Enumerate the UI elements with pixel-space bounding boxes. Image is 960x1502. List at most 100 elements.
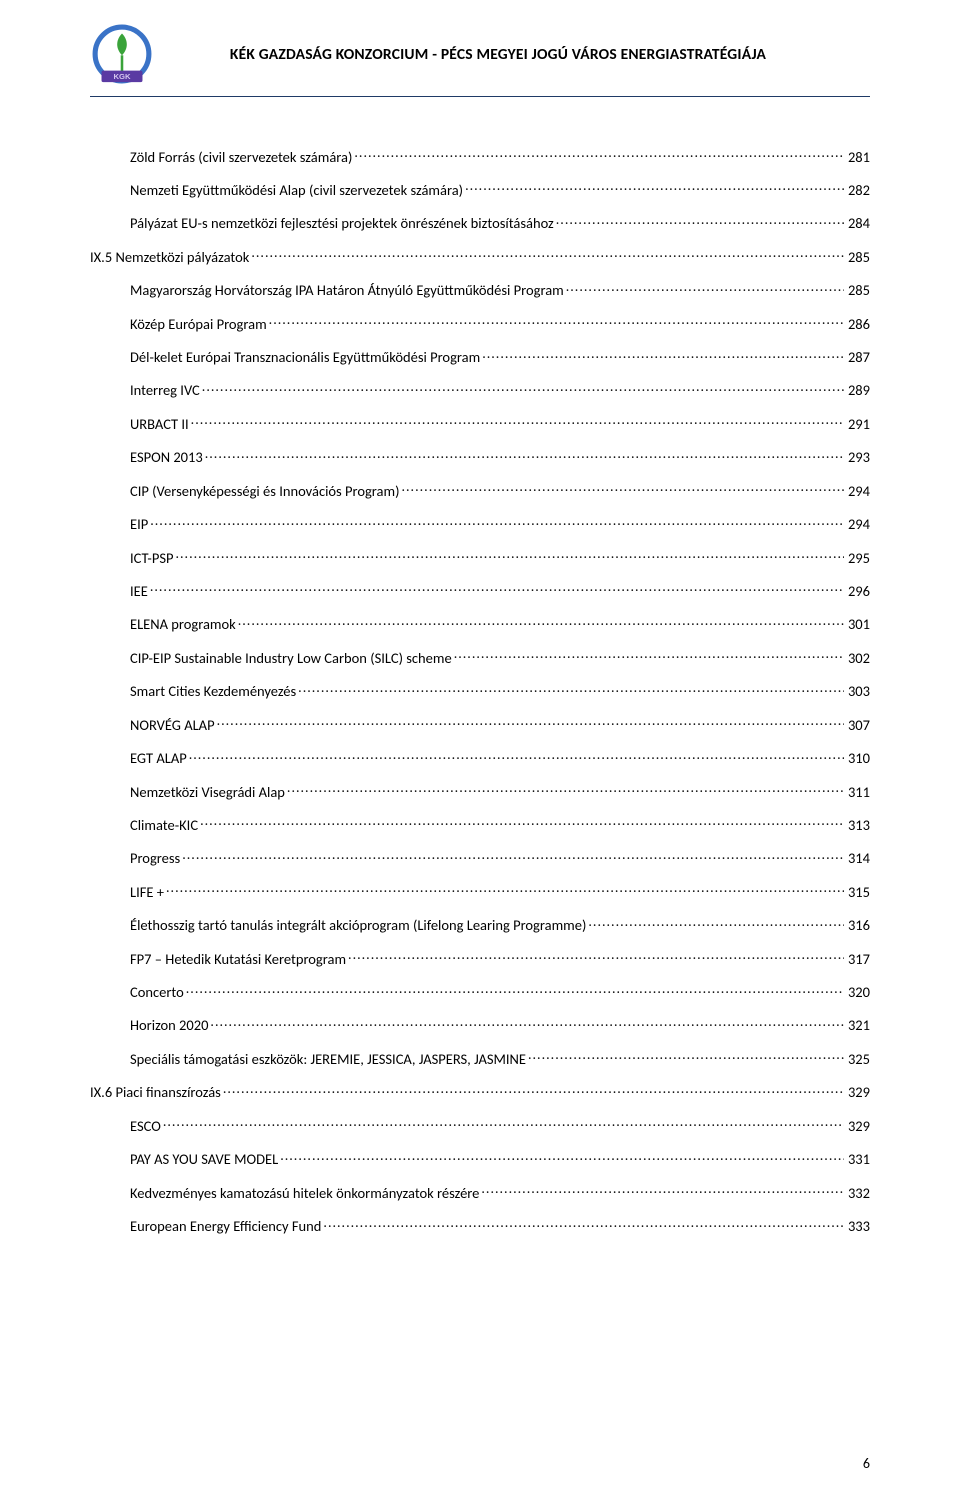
toc-entry: Zöld Forrás (civil szervezetek számára) …: [90, 147, 870, 166]
table-of-contents: Zöld Forrás (civil szervezetek számára) …: [90, 147, 870, 1235]
toc-entry-label: ESPON 2013: [130, 448, 203, 466]
toc-entry: Nemzetközi Visegrádi Alap 311: [90, 782, 870, 801]
toc-entry-page: 302: [846, 649, 870, 667]
toc-entry-label: URBACT II: [130, 415, 189, 433]
toc-entry-label: LIFE +: [130, 883, 164, 901]
toc-entry-page: 329: [846, 1083, 870, 1101]
toc-entry-page: 295: [846, 549, 870, 567]
toc-entry-page: 314: [846, 849, 870, 867]
toc-entry-label: Nemzeti Együttműködési Alap (civil szerv…: [130, 181, 463, 199]
document-page: KGK KÉK GAZDASÁG KONZORCIUM - PÉCS MEGYE…: [0, 0, 960, 1502]
toc-entry-page: 287: [846, 348, 870, 366]
toc-entry-page: 282: [846, 181, 870, 199]
toc-entry: ESCO 329: [90, 1116, 870, 1135]
toc-entry: Interreg IVC 289: [90, 381, 870, 400]
toc-leader-dots: [323, 1217, 844, 1232]
toc-entry-page: 321: [846, 1016, 870, 1034]
toc-entry: EIP 294: [90, 515, 870, 534]
toc-entry-label: EIP: [130, 515, 148, 533]
toc-entry-page: 296: [846, 582, 870, 600]
toc-leader-dots: [217, 715, 844, 730]
toc-entry-label: Concerto: [130, 983, 184, 1001]
toc-entry-label: CIP-EIP Sustainable Industry Low Carbon …: [130, 649, 452, 667]
toc-entry-page: 286: [846, 315, 870, 333]
toc-entry-label: Nemzetközi Visegrádi Alap: [130, 783, 285, 801]
toc-entry-page: 332: [846, 1184, 870, 1202]
toc-entry-page: 301: [846, 615, 870, 633]
toc-entry-page: 316: [846, 916, 870, 934]
toc-entry: ELENA programok 301: [90, 615, 870, 634]
toc-entry: Közép Európai Program 286: [90, 314, 870, 333]
toc-leader-dots: [202, 381, 844, 396]
toc-entry-label: ESCO: [130, 1117, 161, 1135]
toc-leader-dots: [454, 648, 844, 663]
toc-leader-dots: [191, 414, 844, 429]
toc-entry: IX.6 Piaci finanszírozás 329: [90, 1083, 870, 1102]
toc-leader-dots: [298, 682, 844, 697]
toc-entry-label: Progress: [130, 849, 180, 867]
toc-leader-dots: [223, 1083, 844, 1098]
toc-entry-label: Interreg IVC: [130, 381, 200, 399]
toc-leader-dots: [205, 448, 844, 463]
toc-leader-dots: [238, 615, 844, 630]
toc-entry: IX.5 Nemzetközi pályázatok 285: [90, 247, 870, 266]
org-logo: KGK: [90, 22, 154, 86]
toc-entry-label: Kedvezményes kamatozású hitelek önkormán…: [130, 1184, 479, 1202]
toc-leader-dots: [528, 1049, 844, 1064]
toc-entry-label: FP7 – Hetedik Kutatási Keretprogram: [130, 950, 346, 968]
toc-entry-page: 310: [846, 749, 870, 767]
logo-svg: KGK: [90, 22, 154, 86]
toc-entry-page: 281: [846, 148, 870, 166]
toc-entry-label: Climate-KIC: [130, 816, 198, 834]
toc-entry-label: ELENA programok: [130, 615, 236, 633]
toc-entry-label: Pályázat EU-s nemzetközi fejlesztési pro…: [130, 214, 554, 232]
toc-leader-dots: [186, 983, 844, 998]
toc-leader-dots: [251, 247, 844, 262]
toc-leader-dots: [556, 214, 844, 229]
toc-entry: Speciális támogatási eszközök: JEREMIE, …: [90, 1049, 870, 1068]
toc-entry: Kedvezményes kamatozású hitelek önkormán…: [90, 1183, 870, 1202]
toc-leader-dots: [200, 815, 844, 830]
toc-entry-page: 315: [846, 883, 870, 901]
toc-leader-dots: [269, 314, 844, 329]
page-header: KGK KÉK GAZDASÁG KONZORCIUM - PÉCS MEGYE…: [90, 22, 870, 97]
toc-entry: CIP-EIP Sustainable Industry Low Carbon …: [90, 648, 870, 667]
toc-entry-page: 293: [846, 448, 870, 466]
toc-entry-page: 294: [846, 515, 870, 533]
toc-leader-dots: [465, 180, 844, 195]
toc-leader-dots: [588, 916, 844, 931]
toc-entry-label: EGT ALAP: [130, 749, 187, 767]
toc-entry: Climate-KIC 313: [90, 815, 870, 834]
toc-entry-page: 284: [846, 214, 870, 232]
toc-leader-dots: [182, 849, 844, 864]
toc-entry-page: 285: [846, 248, 870, 266]
toc-entry: Dél-kelet Európai Transznacionális Együt…: [90, 348, 870, 367]
toc-leader-dots: [150, 581, 844, 596]
toc-entry: ICT-PSP 295: [90, 548, 870, 567]
toc-entry-label: Smart Cities Kezdeményezés: [130, 682, 296, 700]
toc-entry: European Energy Efficiency Fund 333: [90, 1217, 870, 1236]
toc-leader-dots: [280, 1150, 844, 1165]
toc-entry: LIFE + 315: [90, 882, 870, 901]
toc-entry-label: NORVÉG ALAP: [130, 716, 215, 734]
page-number: 6: [863, 1455, 870, 1472]
toc-entry: NORVÉG ALAP 307: [90, 715, 870, 734]
toc-leader-dots: [163, 1116, 844, 1131]
toc-entry-label: PAY AS YOU SAVE MODEL: [130, 1150, 278, 1168]
toc-entry: Concerto 320: [90, 983, 870, 1002]
toc-entry: FP7 – Hetedik Kutatási Keretprogram 317: [90, 949, 870, 968]
toc-entry: CIP (Versenyképességi és Innovációs Prog…: [90, 481, 870, 500]
toc-entry: PAY AS YOU SAVE MODEL 331: [90, 1150, 870, 1169]
toc-entry: Élethosszig tartó tanulás integrált akci…: [90, 916, 870, 935]
toc-entry-label: IX.6 Piaci finanszírozás: [90, 1083, 221, 1101]
toc-leader-dots: [354, 147, 844, 162]
toc-leader-dots: [348, 949, 844, 964]
toc-leader-dots: [175, 548, 843, 563]
toc-entry: Smart Cities Kezdeményezés 303: [90, 682, 870, 701]
toc-entry: Nemzeti Együttműködési Alap (civil szerv…: [90, 180, 870, 199]
toc-entry: Progress 314: [90, 849, 870, 868]
toc-entry-page: 289: [846, 381, 870, 399]
toc-entry-page: 307: [846, 716, 870, 734]
toc-entry: Magyarország Horvátország IPA Határon Át…: [90, 281, 870, 300]
toc-entry-page: 311: [846, 783, 870, 801]
